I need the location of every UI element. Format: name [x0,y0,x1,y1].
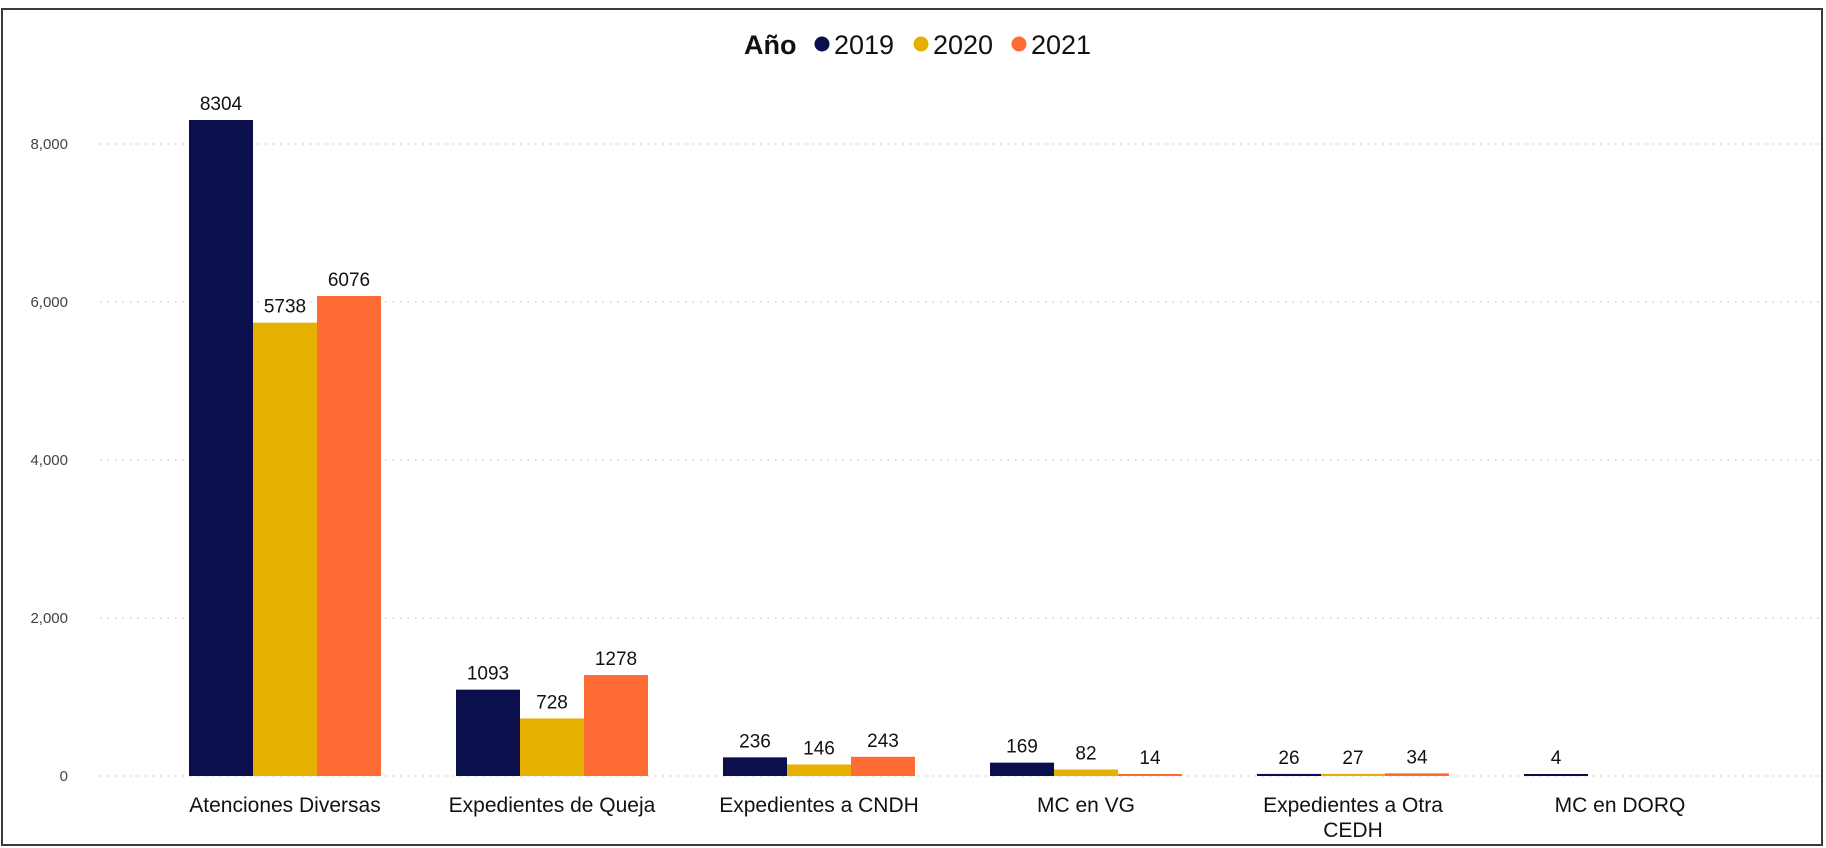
legend-label-2019: 2019 [834,30,894,60]
data-label: 82 [1075,744,1096,765]
y-tick-label: 8,000 [30,136,68,153]
data-label: 236 [739,731,771,752]
bar-2020[interactable] [1321,773,1385,776]
bar-2019[interactable] [723,757,787,776]
data-label: 5738 [264,297,306,318]
y-tick-label: 2,000 [30,610,68,627]
legend-label-2021: 2021 [1031,30,1091,60]
data-label: 6076 [328,270,370,291]
data-label: 26 [1278,748,1299,769]
y-tick-label: 0 [60,768,68,785]
bar-2021[interactable] [1118,774,1182,776]
data-label: 27 [1342,748,1363,769]
data-label: 8304 [200,94,243,115]
bar-2021[interactable] [584,675,648,776]
data-label: 1093 [467,664,509,685]
bar-2021[interactable] [851,756,915,776]
bar-2020[interactable] [520,718,584,776]
legend-marker-2021 [1011,36,1027,52]
data-label: 14 [1139,748,1161,769]
bar-2019[interactable] [189,119,253,776]
data-label: 1278 [595,649,637,670]
bar-2021[interactable] [317,295,381,776]
category-label: MC en DORQ [1555,794,1686,817]
legend-label-2020: 2020 [933,30,993,60]
bar-2020[interactable] [1054,769,1118,776]
y-tick-label: 4,000 [30,452,68,469]
bar-2021[interactable] [1385,773,1449,776]
data-label: 34 [1406,747,1428,768]
data-label: 243 [867,731,899,752]
data-label: 728 [536,692,568,713]
category-label: Expedientes a Otra CEDH [1263,794,1443,842]
y-tick-label: 6,000 [30,294,68,311]
legend-title: Año [744,30,796,60]
category-label: Expedientes de Queja [449,794,656,817]
bar-2019[interactable] [1524,774,1588,776]
data-label: 4 [1551,748,1562,769]
data-label: 146 [803,738,835,759]
legend-marker-2019 [814,36,830,52]
data-label: 169 [1006,737,1038,758]
bar-2019[interactable] [456,689,520,776]
bar-2020[interactable] [787,764,851,776]
bar-2019[interactable] [1257,773,1321,776]
category-label: Expedientes a CNDH [719,794,919,817]
bar-2020[interactable] [253,322,317,776]
legend-marker-2020 [913,36,929,52]
bar-2019[interactable] [990,762,1054,776]
category-label: Atenciones Diversas [189,794,380,817]
category-label: MC en VG [1037,794,1135,817]
